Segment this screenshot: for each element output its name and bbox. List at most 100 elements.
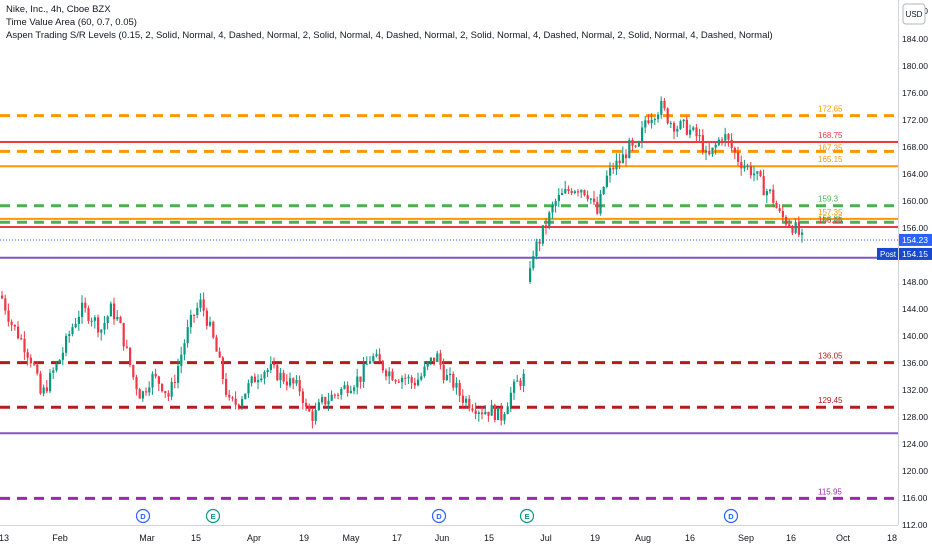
earnings-marker[interactable] <box>519 508 535 524</box>
candle-body <box>452 373 455 388</box>
candle-body <box>481 412 484 415</box>
candle-body <box>353 387 356 391</box>
sr-level-label: 129.45 <box>818 396 843 405</box>
candle-body <box>68 334 71 336</box>
candle-body <box>356 376 359 388</box>
event-marker-label: D <box>436 512 442 521</box>
candle-body <box>394 380 397 382</box>
candle-body <box>759 171 762 177</box>
price-tick-label: 112.00 <box>902 520 928 530</box>
candle-body <box>781 211 784 218</box>
candle-body <box>180 354 183 367</box>
candle-body <box>468 398 471 409</box>
candle-body <box>87 308 90 322</box>
candle-body <box>141 391 144 399</box>
candle-layer <box>1 96 804 429</box>
candle-body <box>109 303 112 317</box>
sr-level-label: 159.3 <box>818 195 839 204</box>
candle-body <box>90 320 93 322</box>
candle-body <box>637 141 640 147</box>
candle-body <box>465 398 468 403</box>
candle-body <box>567 188 570 191</box>
price-tick-label: 128.00 <box>902 412 928 422</box>
post-price-tag <box>899 247 932 260</box>
candle-body <box>93 317 96 321</box>
candle-body <box>740 161 743 169</box>
candle-body <box>743 166 746 169</box>
price-axis: 184.00 180.00 176.00 172.00 168.00 164.00 160.… <box>877 0 932 550</box>
candle-body <box>49 372 52 392</box>
sr-level-label: 157.35 <box>818 208 843 217</box>
candle-body <box>33 363 36 365</box>
candle-body <box>13 324 16 327</box>
candle-body <box>644 120 647 128</box>
candle-body <box>554 200 557 207</box>
dividend-marker[interactable] <box>723 508 739 524</box>
candle-body <box>125 346 128 348</box>
candle-body <box>420 376 423 380</box>
earnings-marker[interactable] <box>205 508 221 524</box>
dividend-marker[interactable] <box>431 508 447 524</box>
sr-level-label: 156.85 <box>818 214 843 223</box>
candle-body <box>378 354 381 361</box>
candle-body <box>301 391 304 403</box>
candle-body <box>257 380 260 383</box>
candle-body <box>721 139 724 141</box>
candle-body <box>177 366 180 383</box>
candle-body <box>599 194 602 214</box>
candle-body <box>359 376 362 382</box>
candle-body <box>634 145 637 147</box>
price-tick-label: 148.00 <box>902 277 928 287</box>
candle-body <box>631 139 634 146</box>
candle-body <box>749 165 752 176</box>
price-tick-label: 132.00 <box>902 385 928 395</box>
time-tick-label: Mar <box>139 533 155 543</box>
indicator-time-value-area[interactable]: Time Value Area (60, 0.7, 0.05) <box>6 17 137 28</box>
candle-body <box>410 377 413 383</box>
dividend-marker[interactable] <box>135 508 151 524</box>
candle-body <box>218 351 221 358</box>
candle-body <box>84 302 87 309</box>
candle-body <box>170 381 173 397</box>
price-tick-label: 184.00 <box>902 34 928 44</box>
candle-body <box>295 380 298 384</box>
candle-body <box>388 371 391 377</box>
candle-body <box>269 364 272 370</box>
indicator-aspen-sr-levels[interactable]: Aspen Trading S/R Levels (0.15, 2, Solid… <box>6 30 773 41</box>
candle-body <box>612 168 615 170</box>
candle-body <box>801 232 804 235</box>
candle-body <box>231 397 234 399</box>
candle-body <box>404 377 407 379</box>
candle-body <box>695 127 698 137</box>
candle-body <box>535 241 538 257</box>
candle-body <box>65 335 68 353</box>
candle-body <box>106 316 109 324</box>
sr-level-label: 165.15 <box>818 155 843 164</box>
candle-body <box>583 190 586 196</box>
candle-body <box>657 114 660 120</box>
candle-body <box>493 405 496 420</box>
candle-body <box>260 378 263 381</box>
candle-body <box>1 295 4 299</box>
candle-body <box>346 385 349 393</box>
candle-body <box>647 120 650 124</box>
post-label: Post <box>880 250 897 259</box>
candle-body <box>26 352 29 358</box>
price-tick-label: 116.00 <box>902 493 928 503</box>
currency-badge[interactable] <box>902 3 926 25</box>
candle-body <box>45 387 48 392</box>
time-tick-label: Jun <box>435 533 450 543</box>
candle-body <box>321 397 324 403</box>
candle-body <box>458 382 461 396</box>
symbol-title[interactable]: Nike, Inc., 4h, Cboe BZX <box>6 4 111 15</box>
candle-body <box>490 405 493 416</box>
candle-body <box>545 225 548 227</box>
candle-body <box>42 387 45 394</box>
candle-body <box>794 222 797 233</box>
candle-body <box>730 139 733 148</box>
candle-body <box>775 202 778 209</box>
candle-body <box>785 217 788 225</box>
candle-body <box>298 380 301 392</box>
